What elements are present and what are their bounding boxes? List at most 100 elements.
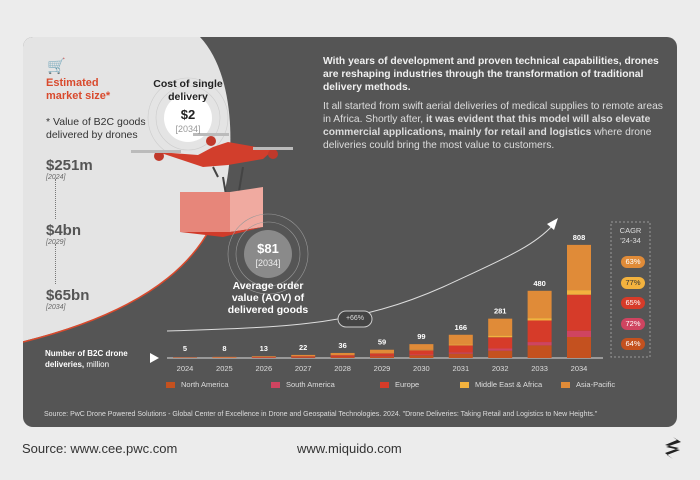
bar-total-label: 13 (260, 344, 268, 353)
legend-swatch (460, 381, 469, 388)
bar-segment-north-america (409, 355, 434, 358)
legend-swatch (166, 381, 175, 388)
growth-arrow-icon (547, 218, 558, 230)
market-year: [2034] (46, 304, 66, 311)
cost-title: Cost of single delivery (153, 78, 223, 103)
market-value-2034: $65bn [2034] (46, 287, 89, 311)
x-tick-label: 2026 (255, 364, 272, 373)
x-tick-label: 2033 (531, 364, 548, 373)
bar-segment-asia-pacific (330, 352, 355, 356)
ylabel-bold: Number of B2C drone deliveries, (45, 349, 128, 369)
bar-total-label: 99 (417, 332, 425, 341)
axis-arrow-icon (150, 353, 159, 363)
bar-segment-south-america (527, 342, 552, 346)
growth-curve (166, 224, 554, 332)
footer-site[interactable]: www.miquido.com (297, 441, 402, 456)
aov-value: $81 (257, 241, 279, 256)
intro-body: It all started from swift aerial deliver… (323, 101, 663, 125)
bar-segment-middle-east-africa (488, 335, 513, 338)
background-shapes: 5 2024 8 2025 13 2026 22 2027 36 2028 59 2029 99 2030… (23, 37, 651, 373)
growth-label: +66% (345, 315, 365, 322)
legend-item: Middle East & Africa (460, 380, 542, 389)
bar-segment-europe (409, 350, 434, 355)
growth-pill (337, 310, 373, 328)
bar-total-label: 808 (573, 233, 586, 242)
aov-title: Average order value (AOV) of delivered g… (227, 280, 309, 316)
bar-total-label: 281 (494, 307, 507, 316)
bar-segment-europe (448, 345, 473, 353)
bar-segment-north-america (448, 353, 473, 358)
legend-swatch (380, 381, 389, 388)
legend-label: North America (181, 380, 229, 389)
bar-segment-north-america (291, 357, 316, 358)
bar-total-label: 59 (378, 338, 386, 347)
x-tick-label: 2029 (374, 364, 391, 373)
bar-segment-asia-pacific (370, 349, 394, 354)
bar-segment-asia-pacific (291, 354, 316, 357)
intro-text: With years of development and proven tec… (323, 55, 663, 152)
cost-value: $2 (180, 107, 196, 122)
market-value: $4bn (46, 222, 82, 239)
bar-total-label: 480 (533, 279, 546, 288)
legend-label: South America (286, 380, 335, 389)
bar-segment-middle-east-africa (448, 344, 473, 346)
bar-total-label: 22 (299, 343, 307, 352)
market-value: $251m (46, 157, 93, 174)
cagr-pill: 64% (621, 338, 645, 350)
x-tick-label: 2024 (177, 364, 194, 373)
bar-segment-europe (330, 355, 355, 357)
legend-item: Asia-Pacific (561, 380, 615, 389)
legend-label: Asia-Pacific (576, 380, 616, 389)
bar-segment-middle-east-africa (409, 349, 434, 351)
drone-illustration (131, 133, 293, 237)
bar-segment-south-america (448, 352, 473, 354)
bar-segment-north-america (567, 337, 591, 358)
x-tick-label: 2030 (413, 364, 430, 373)
bar-segment-asia-pacific (567, 244, 591, 291)
bar-segment-asia-pacific (448, 334, 473, 345)
legend-swatch (271, 381, 280, 388)
bar-segment-south-america (567, 330, 591, 337)
market-value-2029: $4bn [2029] (46, 222, 81, 246)
bar-segment-asia-pacific (212, 356, 237, 358)
bar-segment-north-america (488, 350, 513, 358)
bar-total-label: 36 (338, 341, 346, 350)
bar-total-label: 166 (455, 323, 468, 332)
bar-segment-europe (291, 356, 316, 358)
legend-item: South America (271, 380, 335, 389)
market-value-2024: $251m [2024] (46, 157, 93, 181)
bar-segment-europe (527, 320, 552, 343)
infographic-card: 5 2024 8 2025 13 2026 22 2027 36 2028 59 2029 99 2030… (23, 37, 677, 427)
market-value: $65bn (46, 287, 90, 304)
legend-item: North America (166, 380, 229, 389)
ylabel-unit: million (86, 360, 110, 369)
bar-segment-europe (370, 353, 394, 356)
bar-segment-europe (488, 337, 513, 349)
legend-label: Europe (395, 380, 420, 389)
dotted-arrow (55, 244, 56, 284)
bar-total-label: 8 (222, 344, 226, 353)
bar-segment-asia-pacific (251, 356, 276, 357)
x-tick-label: 2027 (295, 364, 312, 373)
bar-segment-asia-pacific (488, 318, 513, 336)
bar-segment-europe (567, 294, 591, 331)
legend-swatch (561, 381, 570, 388)
cagr-pill: 63% (621, 256, 645, 268)
intro-body-end: where drone deliveries could bring the m… (323, 127, 652, 151)
bar-segment-middle-east-africa (527, 318, 552, 321)
cost-year: [2034] (175, 124, 201, 134)
bar-segment-europe (251, 356, 276, 358)
x-tick-label: 2025 (216, 364, 233, 373)
bar-segment-asia-pacific (409, 344, 434, 350)
cagr-pill: 65% (621, 297, 645, 309)
dotted-arrow (55, 179, 56, 219)
cagr-pill: 77% (621, 276, 645, 289)
source-note: Source: PwC Drone Powered Solutions - Gl… (44, 411, 598, 418)
footer-source: Source: www.cee.pwc.com (22, 441, 178, 456)
intro-body-bold: it was evident that this model will also… (323, 114, 651, 138)
bar-segment-north-america (527, 345, 552, 358)
miquido-logo (665, 437, 681, 459)
bar-total-label: 5 (183, 344, 187, 353)
bar-segment-north-america (370, 356, 394, 358)
cagr-period: '24-34 (620, 236, 641, 245)
